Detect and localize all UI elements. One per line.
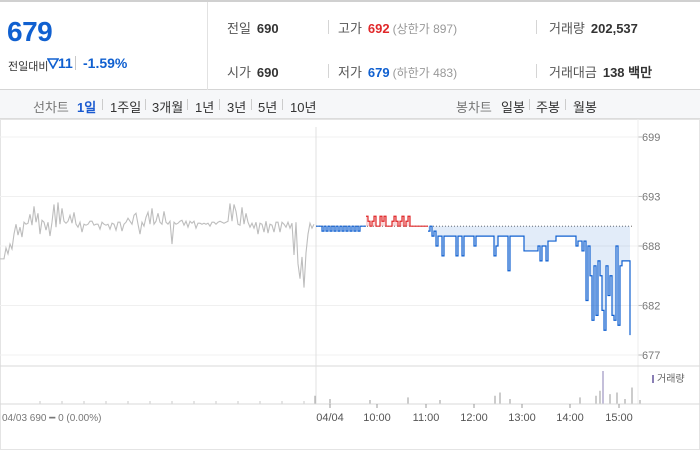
down-triangle-icon bbox=[47, 58, 59, 69]
series-line-prev-day bbox=[0, 202, 315, 288]
time-tick-label: 14:00 bbox=[556, 412, 584, 424]
change-percent: -1.59% bbox=[83, 55, 128, 71]
divider bbox=[251, 99, 252, 110]
volume-legend-label: 거래량 bbox=[657, 373, 685, 385]
stat-label: 시가 bbox=[227, 65, 251, 80]
price-info-box: 679 전일대비 11 -1.59% 전일 690 시가 690 고가 692 (상한가… bbox=[0, 0, 700, 90]
volume-legend-swatch bbox=[652, 375, 654, 383]
series-line-down bbox=[428, 225, 631, 336]
divider bbox=[102, 99, 103, 110]
divider bbox=[328, 20, 329, 34]
change-label: 전일대비 bbox=[8, 61, 49, 73]
divider bbox=[75, 56, 76, 70]
stat-value: 692 bbox=[367, 21, 390, 36]
stat-prev-close: 전일 690 bbox=[227, 18, 279, 37]
stat-open: 시가 690 bbox=[227, 62, 279, 81]
tab-3month[interactable]: 3개월 bbox=[152, 100, 184, 115]
lower-limit: (하한가 483) bbox=[392, 66, 458, 80]
stat-value: 690 bbox=[256, 65, 279, 80]
chart-frame bbox=[0, 119, 700, 450]
prev-day-label: 04/03 690 ━ 0 (0.00%) bbox=[2, 413, 101, 424]
intraday-price-chart: 699 693 688 682 677 거래량 04/04 10:00 11:00 12:00 13… bbox=[0, 119, 700, 450]
tab-1year[interactable]: 1년 bbox=[195, 100, 215, 115]
divider bbox=[145, 99, 146, 110]
tab-3year[interactable]: 3년 bbox=[227, 100, 247, 115]
divider bbox=[282, 99, 283, 110]
price-tick-label: 688 bbox=[642, 241, 660, 253]
time-tick-label: 10:00 bbox=[363, 412, 391, 424]
stat-amount: 거래대금 138 백만 bbox=[549, 62, 652, 81]
period-selector-bar: 선차트 1일 1주일 3개월 1년 3년 5년 10년 봉차트 일봉 주봉 월봉 bbox=[0, 90, 700, 119]
time-tick-label: 13:00 bbox=[508, 412, 536, 424]
line-chart-heading: 선차트 bbox=[33, 100, 69, 115]
candle-chart-heading: 봉차트 bbox=[456, 100, 492, 115]
tab-monthly-candle[interactable]: 월봉 bbox=[573, 100, 597, 115]
tab-10year[interactable]: 10년 bbox=[290, 100, 317, 115]
divider bbox=[536, 20, 537, 34]
stat-label: 저가 bbox=[338, 65, 362, 80]
tab-daily-candle[interactable]: 일봉 bbox=[501, 100, 525, 115]
stat-volume: 거래량 202,537 bbox=[549, 18, 638, 37]
stat-low: 저가 679 (하한가 483) bbox=[338, 62, 457, 81]
stat-label: 전일 bbox=[227, 21, 251, 36]
divider bbox=[536, 64, 537, 78]
divider bbox=[529, 99, 530, 110]
stat-label: 거래대금 bbox=[549, 65, 597, 80]
time-tick-label: 04/04 bbox=[316, 412, 344, 424]
price-tick-label: 699 bbox=[642, 132, 660, 144]
area-below-reference bbox=[428, 226, 630, 336]
stat-value: 679 bbox=[367, 65, 390, 80]
divider bbox=[328, 64, 329, 78]
time-tick-label: 15:00 bbox=[605, 412, 633, 424]
time-tick-label: 12:00 bbox=[460, 412, 488, 424]
price-tick-label: 693 bbox=[642, 191, 660, 203]
change-amount: 11 bbox=[58, 55, 73, 71]
stat-value: 202,537 bbox=[590, 21, 638, 36]
price-tick-label: 682 bbox=[642, 300, 660, 312]
tab-1day[interactable]: 1일 bbox=[77, 100, 97, 115]
current-price-block: 679 전일대비 11 -1.59% bbox=[0, 2, 208, 90]
stat-value: 690 bbox=[256, 21, 279, 36]
price-tick-label: 677 bbox=[642, 350, 660, 362]
stat-label: 고가 bbox=[338, 21, 362, 36]
chart-canvas: 699 693 688 682 677 거래량 04/04 10:00 11:00 12:00 13… bbox=[0, 119, 700, 450]
stat-high: 고가 692 (상한가 897) bbox=[338, 18, 457, 37]
series-line-up bbox=[366, 215, 428, 227]
stat-value: 138 백만 bbox=[602, 65, 653, 80]
tab-weekly-candle[interactable]: 주봉 bbox=[536, 100, 560, 115]
tab-1week[interactable]: 1주일 bbox=[110, 100, 142, 115]
stat-label: 거래량 bbox=[549, 21, 585, 36]
current-price: 679 bbox=[7, 16, 53, 47]
tab-5year[interactable]: 5년 bbox=[258, 100, 278, 115]
upper-limit: (상한가 897) bbox=[392, 22, 458, 36]
time-tick-label: 11:00 bbox=[413, 412, 440, 424]
series-line-down bbox=[316, 225, 366, 232]
divider bbox=[187, 99, 188, 110]
divider bbox=[565, 99, 566, 110]
divider bbox=[219, 99, 220, 110]
